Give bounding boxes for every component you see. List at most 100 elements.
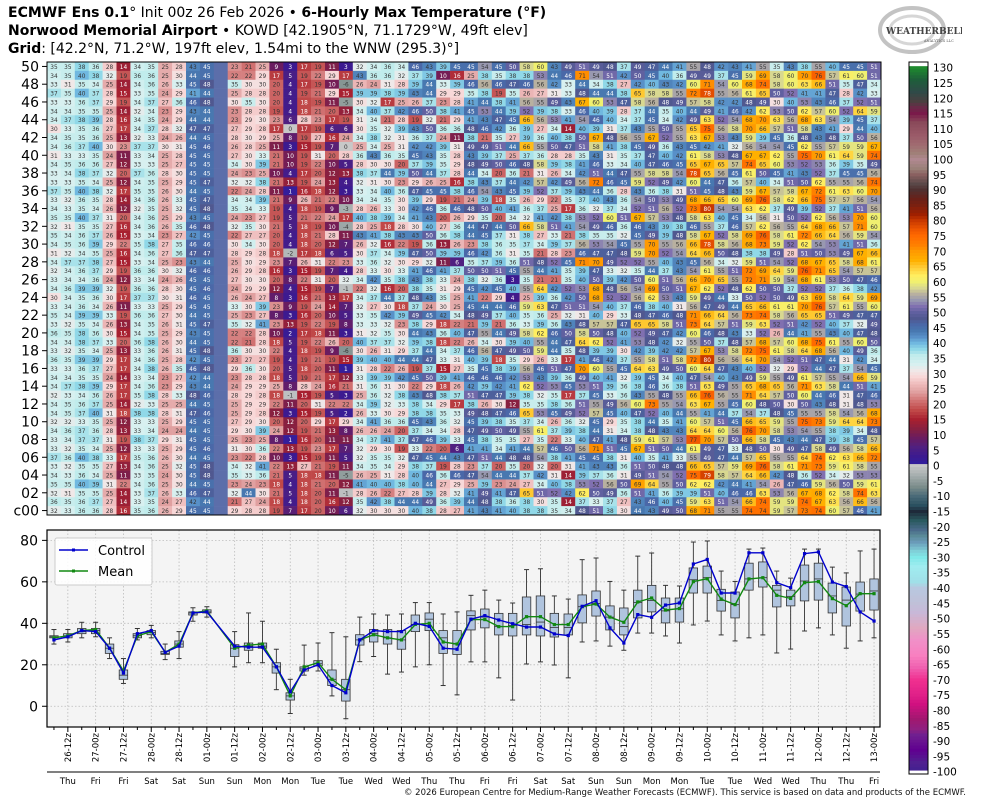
cell-value: 4: [288, 243, 292, 249]
cell-value: 36: [148, 251, 156, 257]
cell-value: 69: [745, 198, 753, 204]
cell-value: 71: [704, 83, 712, 89]
cell-value: 31: [676, 305, 684, 311]
cell-value: 23: [398, 323, 406, 329]
cell-value: 70: [745, 127, 753, 133]
cell-value: 18: [273, 394, 281, 400]
cell-value: 35: [592, 234, 600, 240]
cell-value: 50: [648, 198, 656, 204]
cell-value: 27: [175, 163, 183, 169]
cell-value: 30: [787, 402, 795, 408]
cell-value: 51: [856, 385, 864, 391]
cell-value: 44: [189, 429, 197, 435]
cell-value: 39: [565, 189, 573, 195]
cell-value: 39: [259, 429, 267, 435]
cell-value: 58: [523, 65, 531, 71]
cell-value: 49: [717, 305, 725, 311]
cell-value: 34: [148, 376, 156, 382]
cell-value: 35: [384, 278, 392, 284]
cell-value: 51: [606, 74, 614, 80]
cell-value: 47: [717, 180, 725, 186]
cell-value: 29: [412, 180, 420, 186]
cell-value: 19: [412, 367, 420, 373]
cell-value: 28: [231, 136, 239, 142]
cell-value: 41: [578, 358, 586, 364]
cell-value: 40: [745, 367, 753, 373]
cell-value: 25: [273, 385, 281, 391]
cell-value: 26: [328, 340, 336, 346]
cell-value: 34: [509, 216, 517, 222]
cell-value: 40: [843, 331, 851, 337]
cell-value: 36: [384, 74, 392, 80]
cell-value: 37: [78, 145, 86, 151]
cell-value: 53: [523, 376, 531, 382]
cell-value: 56: [843, 234, 851, 240]
cell-value: 28: [161, 287, 169, 293]
cell-value: 50: [426, 251, 434, 257]
cell-value: 32: [64, 251, 72, 257]
cell-value: 48: [731, 251, 739, 257]
cell-value: 38: [745, 251, 753, 257]
cell-value: 24: [426, 305, 434, 311]
cell-value: 34: [370, 118, 378, 124]
cell-value: 28: [175, 154, 183, 160]
cell-value: 45: [426, 189, 434, 195]
cell-value: 32: [676, 340, 684, 346]
cell-value: 45: [203, 234, 211, 240]
cell-value: 48: [467, 127, 475, 133]
cell-value: 40: [578, 278, 586, 284]
cell-value: 67: [815, 260, 823, 266]
cell-value: 37: [148, 145, 156, 151]
cell-value: 39: [606, 109, 614, 115]
cell-value: 35: [92, 154, 100, 160]
cell-value: 34: [134, 323, 142, 329]
cell-value: 58: [773, 429, 781, 435]
cell-value: 35: [148, 92, 156, 98]
cell-value: 22: [231, 340, 239, 346]
cell-value: 48: [731, 340, 739, 346]
cell-value: 37: [398, 296, 406, 302]
cell-value: 55: [676, 92, 684, 98]
cell-value: 38: [551, 109, 559, 115]
cell-value: 48: [634, 314, 642, 320]
cell-value: 31: [175, 323, 183, 329]
cell-value: 28: [300, 118, 308, 124]
cell-value: 48: [856, 402, 864, 408]
cell-value: 57: [773, 394, 781, 400]
cell-value: 21: [439, 118, 447, 124]
cell-value: 52: [787, 260, 795, 266]
cell-value: 31: [843, 394, 851, 400]
figure: 35 35 38 36 28 14 34 35 25 28 43 45 23 21 25 9 3 17 19 11 3 3…: [0, 0, 984, 808]
cell-value: 69: [759, 269, 767, 275]
cell-value: 47: [856, 278, 864, 284]
cell-value: 26: [300, 198, 308, 204]
cell-value: 45: [481, 367, 489, 373]
cell-value: 39: [370, 376, 378, 382]
cell-value: 50: [759, 287, 767, 293]
cell-value: 43: [815, 136, 823, 142]
cell-value: 31: [64, 83, 72, 89]
cell-value: 22: [398, 243, 406, 249]
cell-value: 31: [537, 172, 545, 178]
member-cell: [214, 417, 228, 426]
cell-value: 34: [50, 340, 58, 346]
cell-value: 41: [606, 145, 614, 151]
cell-value: -4: [343, 225, 349, 231]
cell-value: 27: [370, 305, 378, 311]
cell-value: 44: [426, 172, 434, 178]
cell-value: 33: [370, 269, 378, 275]
cell-value: 24: [328, 216, 336, 222]
cell-value: 47: [412, 189, 420, 195]
cell-value: 60: [731, 198, 739, 204]
cell-value: 58: [578, 331, 586, 337]
cell-value: 3: [288, 411, 292, 417]
cell-value: 63: [690, 402, 698, 408]
cell-value: 19: [495, 92, 503, 98]
cell-value: 12: [120, 207, 128, 213]
cell-value: 36: [78, 305, 86, 311]
cell-value: 32: [620, 376, 628, 382]
cell-value: 54: [592, 74, 600, 80]
cell-value: 29: [606, 314, 614, 320]
cell-value: 54: [815, 243, 823, 249]
cell-value: 46: [592, 118, 600, 124]
